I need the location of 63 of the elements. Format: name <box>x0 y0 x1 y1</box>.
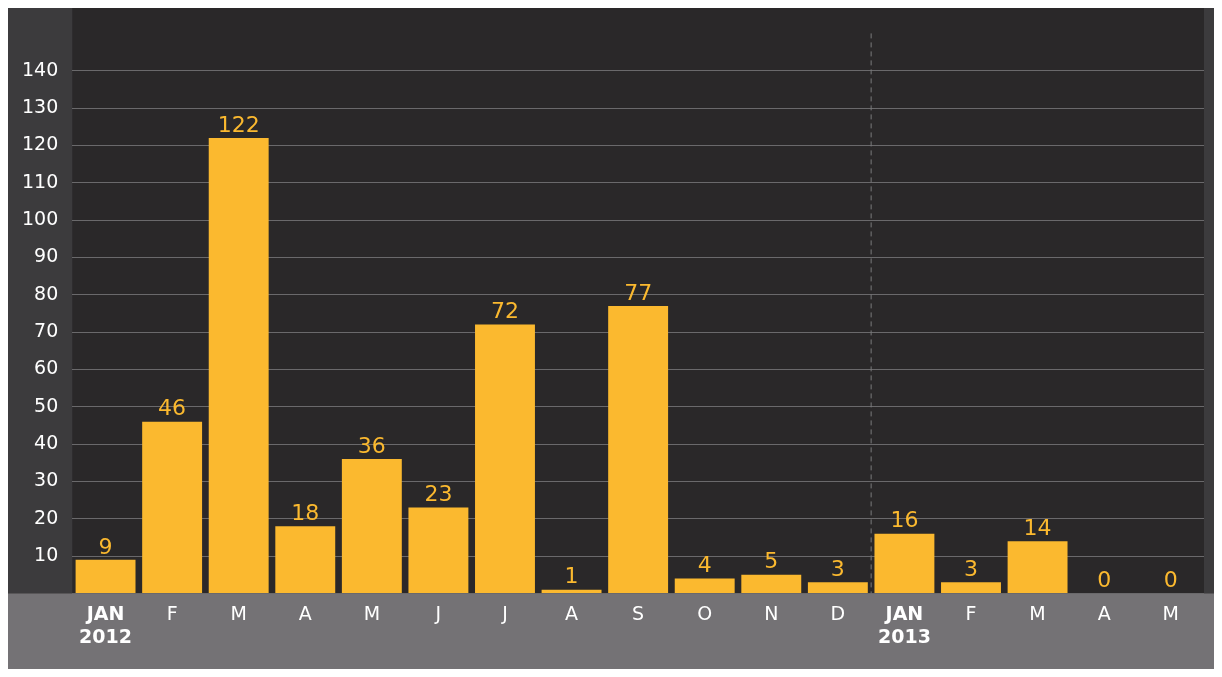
data-label: 23 <box>424 481 453 507</box>
y-tick-label: 130 <box>22 95 59 117</box>
x-tick-label: J <box>434 601 442 624</box>
data-label: 72 <box>490 298 519 324</box>
bar <box>341 459 402 593</box>
y-tick-label: 50 <box>34 393 59 416</box>
y-tick-label: 60 <box>34 356 59 379</box>
y-tick-label: 30 <box>34 468 59 491</box>
y-tick-label: 90 <box>34 244 59 267</box>
data-label: 1 <box>564 563 579 589</box>
y-tick-label: 120 <box>22 132 59 155</box>
bar <box>608 305 669 593</box>
x-tick-label: O <box>697 601 713 624</box>
y-tick-label: 20 <box>34 505 59 528</box>
x-tick-label: A <box>1097 601 1111 624</box>
data-label: 0 <box>1163 567 1178 593</box>
x-tick-label: M <box>1162 601 1179 624</box>
x-tick-label: F <box>166 601 178 624</box>
bar <box>408 507 469 593</box>
bar <box>208 137 269 593</box>
bar <box>741 574 802 593</box>
y-tick-label: 140 <box>22 57 59 80</box>
y-tick-label: 100 <box>22 207 59 229</box>
bar <box>475 324 535 593</box>
y-tick-label: 80 <box>34 281 59 304</box>
data-label: 0 <box>1097 567 1112 593</box>
bar <box>275 526 336 593</box>
x-tick-label: JAN 2012 <box>79 601 132 647</box>
data-label: 5 <box>764 548 779 574</box>
x-tick-label: A <box>298 601 312 624</box>
bar <box>541 589 602 593</box>
x-tick-label: N <box>764 601 779 624</box>
data-label: 36 <box>357 432 386 458</box>
bar <box>941 582 1001 593</box>
data-label: 9 <box>98 533 113 559</box>
x-tick-label: J <box>501 601 508 624</box>
bar <box>1007 541 1068 593</box>
x-tick-label: JAN 2013 <box>877 601 931 647</box>
data-label: 3 <box>964 555 978 581</box>
y-tick-label: 110 <box>22 169 59 192</box>
bar <box>807 582 868 593</box>
data-label: 122 <box>217 111 260 137</box>
data-label: 14 <box>1023 514 1052 540</box>
bar <box>142 421 203 593</box>
y-tick-label: 10 <box>34 543 59 565</box>
x-tick-label: D <box>830 601 846 624</box>
y-tick-label: 40 <box>34 431 59 453</box>
data-label: 18 <box>291 499 320 525</box>
x-tick-label: S <box>632 601 645 624</box>
data-label: 16 <box>890 507 919 533</box>
bar <box>75 559 136 593</box>
data-label: 4 <box>697 552 712 578</box>
data-label: 77 <box>624 279 653 305</box>
x-tick-label: M <box>230 601 247 624</box>
data-label: 46 <box>158 395 187 421</box>
bar <box>874 533 935 593</box>
x-tick-label: M <box>1029 601 1046 624</box>
bar <box>674 578 735 593</box>
y-tick-label: 70 <box>34 319 59 341</box>
data-label: 3 <box>830 555 845 581</box>
x-tick-label: M <box>363 601 381 624</box>
x-tick-label: F <box>965 601 977 624</box>
x-tick-label: A <box>565 601 579 624</box>
